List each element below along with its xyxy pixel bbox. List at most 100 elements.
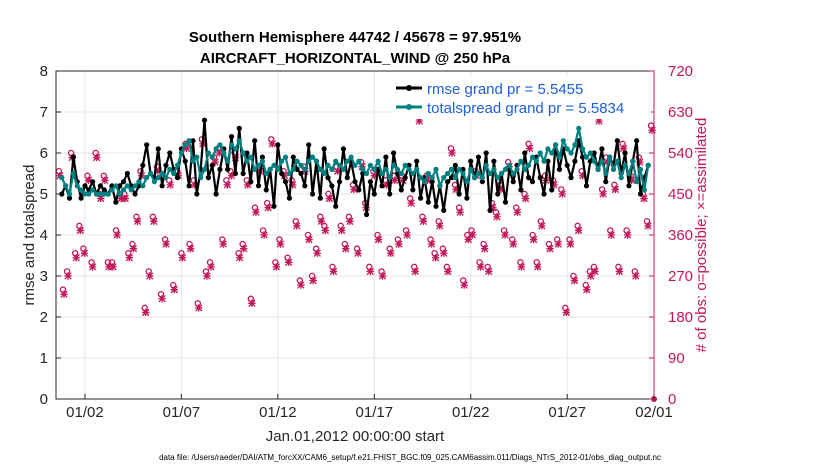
- spread-point: [78, 187, 84, 193]
- obs-assimilated-marker: [101, 176, 109, 185]
- y-tick-label: 2: [40, 309, 48, 326]
- rmse-point: [448, 175, 455, 181]
- rmse-point: [306, 142, 312, 148]
- obs-assimilated-marker: [431, 254, 440, 262]
- rmse-point: [70, 154, 76, 160]
- obs-possible-marker: [443, 263, 451, 271]
- rmse-point: [379, 183, 385, 189]
- spread-point: [607, 154, 613, 160]
- rmse-point: [425, 199, 431, 205]
- obs-assimilated-marker: [109, 263, 117, 271]
- obs-assimilated-marker: [480, 244, 489, 253]
- rmse-point: [282, 179, 289, 185]
- legend-rmse-marker: [406, 85, 412, 91]
- rmse-point: [583, 183, 590, 189]
- obs-possible-marker: [312, 245, 320, 252]
- obs-assimilated-marker: [178, 254, 187, 262]
- obs-assimilated-marker: [497, 185, 505, 194]
- spread-point: [394, 166, 401, 172]
- obs-possible-marker: [59, 286, 67, 293]
- spread-point: [136, 179, 142, 185]
- obs-assimilated-marker: [321, 226, 330, 235]
- spread-point: [97, 191, 103, 197]
- rmse-point: [124, 170, 130, 177]
- rmse-point: [414, 158, 420, 164]
- obs-possible-marker: [447, 145, 455, 152]
- obs-assimilated-marker: [423, 176, 432, 185]
- obs-possible-marker: [521, 190, 528, 198]
- y-tick-label: 5: [40, 186, 48, 203]
- spread-point: [286, 170, 293, 177]
- spread-point: [236, 138, 242, 144]
- right-y-tick-label: 90: [668, 350, 685, 367]
- obs-possible-marker: [410, 263, 418, 271]
- obs-assimilated-marker: [97, 194, 105, 203]
- rmse-point: [387, 191, 393, 197]
- spread-point: [549, 150, 555, 156]
- obs-possible-marker: [582, 281, 590, 289]
- spread-point: [464, 179, 470, 185]
- obs-assimilated-marker: [182, 144, 191, 153]
- rmse-point: [236, 125, 242, 131]
- obs-possible-marker: [186, 240, 193, 248]
- rmse-point: [217, 166, 223, 172]
- obs-possible-marker: [402, 227, 410, 234]
- obs-assimilated-marker: [403, 231, 411, 239]
- obs-assimilated-marker: [493, 213, 501, 221]
- rmse-point: [356, 187, 362, 193]
- rmse-point: [599, 146, 605, 152]
- legend-spread-label: totalspread grand pr = 5.5834: [427, 100, 624, 117]
- spread-point: [444, 170, 451, 177]
- obs-assimilated-marker: [399, 176, 407, 185]
- obs-possible-marker: [145, 268, 152, 275]
- x-tick-label: 01/02: [66, 404, 104, 421]
- spread-point: [279, 158, 285, 164]
- obs-possible-marker: [161, 236, 169, 243]
- obs-possible-marker: [259, 227, 267, 234]
- obs-assimilated-marker: [440, 249, 448, 257]
- obs-possible-marker: [378, 268, 385, 275]
- rmse-point: [622, 150, 628, 156]
- obs-assimilated-marker: [607, 231, 615, 239]
- spread-point: [336, 162, 343, 168]
- obs-assimilated-marker: [333, 167, 342, 175]
- rmse-point: [402, 175, 408, 181]
- rmse-point: [564, 162, 570, 168]
- rmse-point: [433, 203, 439, 209]
- obs-possible-marker: [545, 240, 553, 248]
- obs-assimilated-marker: [452, 185, 460, 194]
- obs-assimilated-marker: [227, 172, 236, 180]
- rmse-point: [587, 158, 593, 164]
- rmse-point: [271, 203, 277, 209]
- rmse-point: [117, 183, 123, 189]
- rmse-point: [487, 207, 493, 213]
- obs-possible-marker: [141, 304, 148, 312]
- obs-possible-marker: [272, 259, 279, 266]
- rmse-point: [252, 138, 258, 144]
- obs-assimilated-marker: [207, 263, 215, 271]
- obs-assimilated-marker: [338, 226, 346, 235]
- rmse-point: [363, 211, 370, 218]
- spread-point: [587, 150, 593, 156]
- obs-assimilated-marker: [599, 190, 607, 198]
- obs-assimilated-marker: [538, 222, 546, 230]
- rmse-point: [614, 138, 620, 144]
- rmse-point: [120, 179, 127, 185]
- obs-assimilated-marker: [640, 194, 648, 203]
- y-tick-label: 3: [40, 268, 48, 285]
- rmse-point: [78, 195, 84, 201]
- obs-assimilated-marker: [591, 267, 599, 276]
- obs-assimilated-marker: [644, 222, 652, 230]
- spread-point: [128, 187, 134, 193]
- obs-assimilated-marker: [529, 235, 538, 244]
- spread-point: [472, 175, 478, 181]
- spread-point: [82, 191, 88, 197]
- obs-assimilated-marker: [342, 244, 350, 253]
- spread-point: [363, 170, 370, 177]
- obs-assimilated-marker: [215, 149, 223, 157]
- spread-point: [479, 175, 485, 181]
- obs-possible-marker: [276, 236, 283, 243]
- obs-possible-marker: [553, 236, 561, 243]
- spread-point: [70, 170, 76, 177]
- obs-possible-marker: [235, 249, 242, 257]
